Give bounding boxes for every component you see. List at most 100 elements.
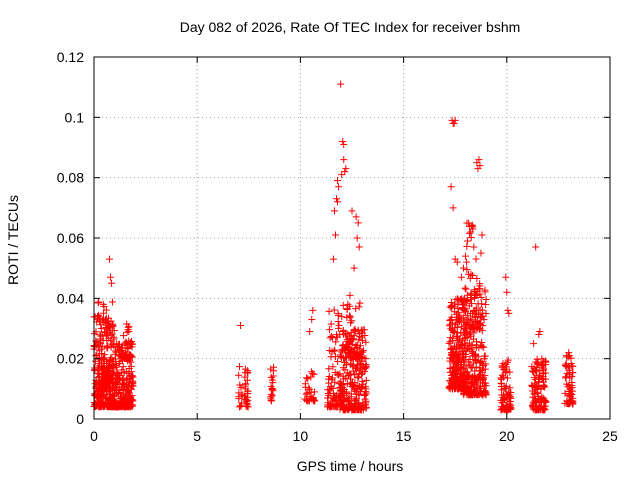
- data-point: [540, 402, 548, 410]
- data-point: [237, 402, 245, 410]
- data-point: [354, 364, 362, 372]
- data-point: [563, 380, 571, 388]
- data-point: [110, 335, 118, 343]
- data-point: [102, 314, 110, 322]
- data-point: [449, 204, 457, 212]
- data-point: [341, 366, 349, 374]
- data-point: [502, 273, 510, 281]
- data-point: [332, 338, 340, 346]
- data-point: [244, 396, 252, 404]
- data-point: [358, 383, 366, 391]
- data-point: [101, 351, 109, 359]
- data-point: [330, 306, 338, 314]
- data-point: [481, 352, 489, 360]
- data-point: [528, 363, 536, 371]
- data-point: [479, 322, 487, 330]
- y-tick-label: 0: [76, 411, 84, 427]
- data-point: [467, 315, 475, 323]
- data-point: [528, 367, 536, 375]
- y-tick-label: 0.12: [57, 49, 84, 65]
- data-point: [338, 171, 346, 179]
- data-point: [105, 371, 113, 379]
- data-point: [103, 344, 111, 352]
- y-tick-label: 0.04: [57, 290, 84, 306]
- data-point: [563, 369, 571, 377]
- x-tick-label: 0: [90, 428, 98, 444]
- x-tick-label: 20: [499, 428, 515, 444]
- data-point: [466, 274, 474, 282]
- data-point: [337, 80, 345, 88]
- data-point: [463, 219, 471, 227]
- data-point: [334, 177, 342, 185]
- data-point: [447, 382, 455, 390]
- data-point: [460, 358, 468, 366]
- data-point: [341, 168, 349, 176]
- data-point: [350, 405, 358, 413]
- data-point: [449, 345, 457, 353]
- data-point: [476, 367, 484, 375]
- data-point: [100, 318, 108, 326]
- data-point: [122, 348, 130, 356]
- data-point: [123, 376, 131, 384]
- data-point: [472, 391, 480, 399]
- data-point: [472, 381, 480, 389]
- data-point: [354, 374, 362, 382]
- data-point: [361, 401, 369, 409]
- data-point: [539, 363, 547, 371]
- data-point: [94, 311, 102, 319]
- data-point: [472, 374, 480, 382]
- data-point: [472, 255, 480, 263]
- data-point: [535, 331, 543, 339]
- data-point: [329, 384, 337, 392]
- data-point: [453, 258, 461, 266]
- data-point: [472, 363, 480, 371]
- data-point: [267, 373, 275, 381]
- data-point: [334, 318, 342, 326]
- data-point: [355, 336, 363, 344]
- data-point: [325, 365, 333, 373]
- data-point: [351, 344, 359, 352]
- data-point: [98, 342, 106, 350]
- data-point: [99, 315, 107, 323]
- data-point: [466, 229, 474, 237]
- data-point: [119, 374, 127, 382]
- data-point: [478, 231, 486, 239]
- data-point: [450, 119, 458, 127]
- data-point: [243, 401, 251, 409]
- data-point: [362, 376, 370, 384]
- data-point: [536, 328, 544, 336]
- data-point: [100, 375, 108, 383]
- data-point: [236, 403, 244, 411]
- data-point: [330, 347, 338, 355]
- data-point: [310, 370, 318, 378]
- data-point: [340, 386, 348, 394]
- data-point: [355, 303, 363, 311]
- data-point: [502, 367, 510, 375]
- data-point: [566, 374, 574, 382]
- data-point: [466, 329, 474, 337]
- data-point: [114, 371, 122, 379]
- data-point: [125, 323, 133, 331]
- data-point: [344, 395, 352, 403]
- y-tick-label: 0.06: [57, 230, 84, 246]
- data-point: [457, 323, 465, 331]
- data-point: [123, 382, 131, 390]
- data-point: [473, 291, 481, 299]
- data-point: [529, 393, 537, 401]
- data-point: [460, 334, 468, 342]
- data-point: [106, 368, 114, 376]
- y-tick-label: 0.02: [57, 351, 84, 367]
- data-point: [461, 380, 469, 388]
- data-point: [340, 140, 348, 148]
- data-point: [534, 388, 542, 396]
- data-point: [124, 344, 132, 352]
- data-point: [456, 341, 464, 349]
- data-point: [462, 347, 470, 355]
- data-point: [460, 307, 468, 315]
- data-point: [101, 378, 109, 386]
- data-point: [343, 306, 351, 314]
- data-point: [562, 373, 570, 381]
- data-point: [352, 341, 360, 349]
- data-point: [498, 363, 506, 371]
- data-point: [478, 327, 486, 335]
